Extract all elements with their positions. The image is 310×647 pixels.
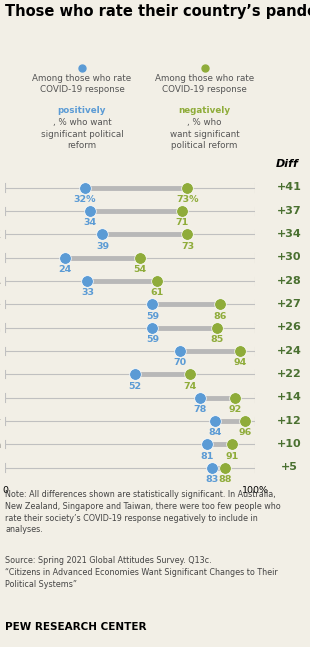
Text: 96: 96 [238, 428, 252, 437]
Point [210, 463, 215, 473]
Point [138, 252, 143, 263]
Point [197, 392, 202, 402]
Text: PEW RESEARCH CENTER: PEW RESEARCH CENTER [5, 622, 147, 632]
Text: 32%: 32% [74, 195, 96, 204]
Point [213, 415, 218, 426]
Point [87, 206, 92, 216]
Point [218, 299, 223, 309]
Point [188, 369, 193, 379]
Text: +30: +30 [277, 252, 301, 263]
Point [185, 182, 190, 193]
Text: 39: 39 [96, 241, 109, 250]
Text: 61: 61 [151, 289, 164, 298]
Text: Diff: Diff [276, 159, 299, 169]
Point [150, 322, 155, 333]
Point [185, 229, 190, 239]
Text: Among those who rate
COVID-19 response: Among those who rate COVID-19 response [32, 74, 131, 105]
Text: +41: +41 [277, 182, 301, 193]
Text: Those who rate their country’s pandemic response negatively are more likely to w: Those who rate their country’s pandemic … [5, 4, 310, 19]
Text: 92: 92 [228, 405, 241, 414]
Point [100, 229, 105, 239]
Point [132, 369, 137, 379]
Text: +37: +37 [277, 206, 301, 216]
Text: , % who
want significant
political reform: , % who want significant political refor… [170, 118, 239, 150]
Text: 73%: 73% [176, 195, 199, 204]
Text: 85: 85 [211, 335, 224, 344]
Text: 91: 91 [226, 452, 239, 461]
Text: 70: 70 [173, 358, 187, 367]
Point [178, 345, 183, 356]
Text: Among those who rate
COVID-19 response: Among those who rate COVID-19 response [155, 74, 254, 105]
Text: 83: 83 [206, 475, 219, 484]
Text: +14: +14 [277, 393, 301, 402]
Text: Note: All differences shown are statistically significant. In Australia,
New Zea: Note: All differences shown are statisti… [5, 490, 281, 534]
Text: 81: 81 [201, 452, 214, 461]
Point [180, 206, 185, 216]
Point [237, 345, 242, 356]
Text: +34: +34 [277, 229, 301, 239]
Point [223, 463, 228, 473]
Text: 34: 34 [83, 218, 96, 227]
Text: 33: 33 [81, 289, 94, 298]
Text: +5: +5 [281, 463, 297, 472]
Text: 84: 84 [208, 428, 222, 437]
Point [242, 415, 247, 426]
Text: 94: 94 [233, 358, 247, 367]
Text: +28: +28 [277, 276, 301, 286]
Text: 52: 52 [128, 382, 142, 391]
Text: +27: +27 [277, 299, 301, 309]
Text: +10: +10 [277, 439, 301, 449]
Text: 54: 54 [133, 265, 147, 274]
Point [232, 392, 237, 402]
Text: +22: +22 [277, 369, 301, 379]
Point [150, 299, 155, 309]
Text: +26: +26 [277, 322, 301, 333]
Point [230, 439, 235, 450]
Text: +24: +24 [277, 346, 301, 356]
Text: 88: 88 [218, 475, 232, 484]
Text: negatively: negatively [179, 106, 231, 115]
Text: 74: 74 [184, 382, 197, 391]
Text: , % who want
significant political
reform: , % who want significant political refor… [41, 118, 123, 150]
Text: 86: 86 [213, 312, 227, 321]
Point [85, 276, 90, 286]
Point [63, 252, 68, 263]
Text: 24: 24 [58, 265, 72, 274]
Point [215, 322, 220, 333]
Text: Source: Spring 2021 Global Attitudes Survey. Q13c.
“Citizens in Advanced Economi: Source: Spring 2021 Global Attitudes Sur… [5, 556, 278, 589]
Point [205, 439, 210, 450]
Text: 71: 71 [176, 218, 189, 227]
Text: +12: +12 [277, 416, 301, 426]
Point [82, 182, 87, 193]
Text: 59: 59 [146, 312, 159, 321]
Text: 59: 59 [146, 335, 159, 344]
Text: 73: 73 [181, 241, 194, 250]
Point [155, 276, 160, 286]
Text: positively: positively [58, 106, 106, 115]
Text: 78: 78 [193, 405, 207, 414]
